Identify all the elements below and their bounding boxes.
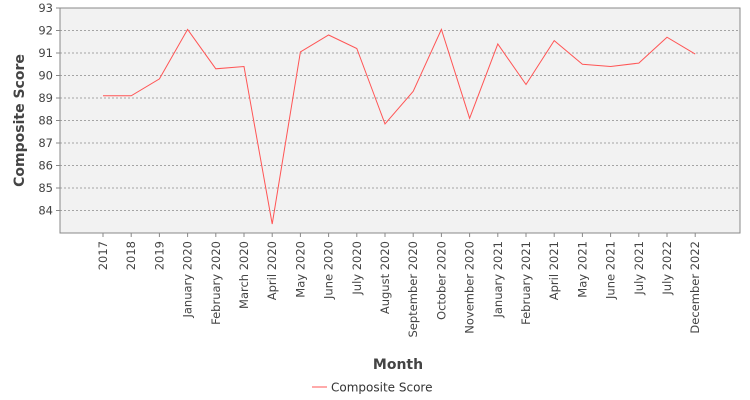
x-tick-label: July 2020 <box>350 241 364 296</box>
y-tick-label: 85 <box>38 181 53 195</box>
y-axis-title: Composite Score <box>12 54 28 187</box>
y-tick-label: 93 <box>38 1 53 15</box>
x-tick-label: April 2021 <box>547 241 561 300</box>
legend: Composite Score <box>312 381 432 395</box>
x-tick-label: January 2021 <box>491 241 505 319</box>
x-tick-label: October 2020 <box>434 241 448 320</box>
y-tick-label: 84 <box>38 204 53 218</box>
y-axis: 84 85 86 87 88 89 90 91 92 93 <box>38 1 60 218</box>
x-tick-label: August 2020 <box>378 241 392 314</box>
x-tick-label: 2017 <box>96 241 110 270</box>
x-axis-title: Month <box>373 357 423 373</box>
legend-label: Composite Score <box>331 381 432 395</box>
x-tick-label: April 2020 <box>265 241 279 300</box>
y-tick-label: 89 <box>38 91 53 105</box>
x-tick-label: February 2021 <box>519 241 533 325</box>
x-tick-label: 2019 <box>152 241 166 270</box>
y-tick-label: 90 <box>38 69 53 83</box>
x-axis: 2017 2018 2019 January 2020 February 2020 Mar… <box>96 233 702 338</box>
series-line <box>103 28 696 225</box>
x-tick-label: June 2020 <box>322 241 336 300</box>
x-tick-label: January 2020 <box>181 241 195 319</box>
x-tick-label: March 2020 <box>237 241 251 309</box>
x-tick-label: July 2021 <box>632 241 646 296</box>
y-tick-label: 88 <box>38 114 53 128</box>
grid-lines <box>60 30 740 211</box>
x-tick-label: May 2020 <box>293 241 307 298</box>
y-tick-label: 86 <box>38 159 53 173</box>
x-tick-label: February 2020 <box>209 241 223 325</box>
y-tick-label: 92 <box>38 24 53 38</box>
y-tick-label: 87 <box>38 136 53 150</box>
y-tick-label: 91 <box>38 46 53 60</box>
x-tick-label: May 2021 <box>575 241 589 298</box>
x-tick-label: December 2022 <box>688 241 702 334</box>
x-tick-label: September 2020 <box>406 241 420 338</box>
x-tick-label: June 2021 <box>604 241 618 300</box>
x-tick-label: July 2022 <box>660 241 674 296</box>
x-tick-label: 2018 <box>124 241 138 270</box>
x-tick-label: November 2020 <box>463 241 477 334</box>
series-layer <box>103 28 696 225</box>
